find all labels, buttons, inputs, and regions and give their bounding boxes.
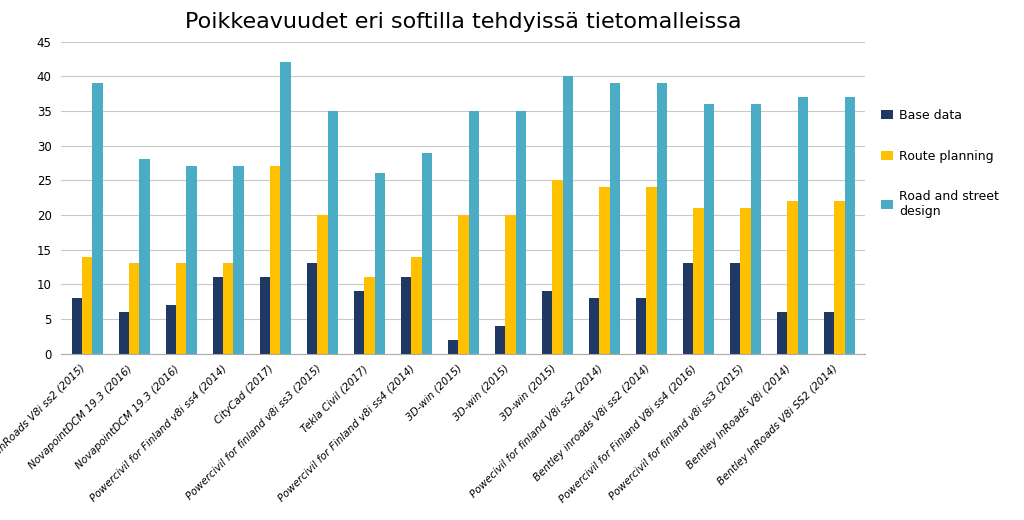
Bar — [798, 97, 808, 354]
Bar — [176, 264, 186, 354]
Bar — [92, 83, 102, 354]
Bar — [458, 215, 469, 354]
Title: Poikkeavuudet eri softilla tehdyissä tietomalleissa: Poikkeavuudet eri softilla tehdyissä tie… — [185, 12, 741, 32]
Bar — [119, 312, 129, 354]
Bar — [589, 298, 599, 354]
Bar — [845, 97, 855, 354]
Bar — [703, 104, 714, 354]
Bar — [824, 312, 835, 354]
Bar — [787, 201, 798, 354]
Bar — [693, 208, 703, 354]
Legend: Base data, Route planning, Road and street
design: Base data, Route planning, Road and stre… — [876, 104, 1005, 223]
Bar — [317, 215, 328, 354]
Bar — [412, 256, 422, 354]
Bar — [307, 264, 317, 354]
Bar — [186, 166, 197, 354]
Bar — [609, 83, 620, 354]
Bar — [740, 208, 751, 354]
Bar — [166, 305, 176, 354]
Bar — [328, 111, 338, 354]
Bar — [129, 264, 139, 354]
Bar — [542, 291, 552, 354]
Bar — [730, 264, 740, 354]
Bar — [365, 277, 375, 354]
Bar — [777, 312, 787, 354]
Bar — [233, 166, 244, 354]
Bar — [422, 152, 432, 354]
Bar — [751, 104, 761, 354]
Bar — [469, 111, 479, 354]
Bar — [82, 256, 92, 354]
Bar — [213, 277, 223, 354]
Bar — [270, 166, 281, 354]
Bar — [683, 264, 693, 354]
Bar — [400, 277, 412, 354]
Bar — [139, 160, 150, 354]
Bar — [354, 291, 365, 354]
Bar — [835, 201, 845, 354]
Bar — [260, 277, 270, 354]
Bar — [646, 187, 656, 354]
Bar — [495, 326, 505, 354]
Bar — [72, 298, 82, 354]
Bar — [505, 215, 515, 354]
Bar — [599, 187, 609, 354]
Bar — [656, 83, 667, 354]
Bar — [562, 76, 572, 354]
Bar — [552, 180, 562, 354]
Bar — [281, 62, 291, 354]
Bar — [223, 264, 233, 354]
Bar — [515, 111, 526, 354]
Bar — [375, 173, 385, 354]
Bar — [447, 340, 458, 354]
Bar — [636, 298, 646, 354]
